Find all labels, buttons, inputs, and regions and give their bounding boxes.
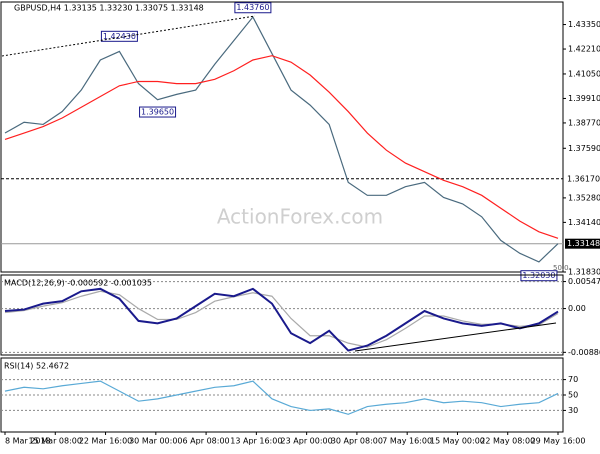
y-tick-label: 70 [568, 375, 578, 384]
y-tick-label: 1.31830 [568, 268, 600, 277]
annotation-box [520, 270, 558, 282]
level-label: 1.33148 [567, 239, 600, 248]
y-tick-label: 1.41050 [568, 69, 600, 78]
x-tick-label: 15 Mar 08:00 [29, 437, 82, 446]
annotation: 1.32030 [522, 271, 555, 280]
y-tick-label: 1.42210 [568, 45, 600, 54]
annotation: 1.43760 [236, 3, 269, 12]
x-tick-label: 8 Mar 2018 [5, 437, 51, 446]
panel-label: RSI(14) 52.4672 [4, 362, 69, 371]
y-tick-label: 0.00 [568, 304, 586, 313]
y-tick-label: -0.00886 [568, 348, 600, 357]
annotation-box [234, 2, 272, 14]
series-line [4, 287, 559, 352]
level-label-box [565, 238, 600, 249]
series-line [4, 15, 559, 263]
watermark: ActionForex.com [217, 205, 383, 229]
annotation: 1.42430 [103, 32, 136, 41]
x-tick-label: 6 Apr 08:00 [183, 437, 230, 446]
level-label: 1.36170 [567, 174, 600, 183]
y-tick-label: 1.38770 [568, 118, 600, 127]
x-tick-label: 30 Apr 08:00 [331, 437, 383, 446]
level-label-box [565, 173, 600, 184]
y-tick-label: 1.34140 [568, 218, 600, 227]
annotation-box [100, 30, 138, 42]
y-tick-label: 1.35280 [568, 193, 600, 202]
x-tick-label: 30 Mar 00:00 [129, 437, 182, 446]
x-tick-label: 23 Apr 00:00 [281, 437, 333, 446]
annotation-box [139, 106, 177, 118]
annotation: 1.39650 [141, 108, 174, 117]
x-tick-label: 7 May 16:00 [382, 437, 432, 446]
note: 50.0 [553, 264, 569, 272]
panel-frame [0, 274, 564, 356]
x-tick-label: 29 May 16:00 [531, 437, 586, 446]
panel-frame [0, 1, 564, 273]
series-line [4, 290, 559, 348]
y-tick-label: 1.43350 [568, 20, 600, 29]
x-tick-label: 22 Mar 16:00 [79, 437, 132, 446]
x-tick-label: 13 Apr 16:00 [230, 437, 282, 446]
x-tick-label: 15 May 00:00 [430, 437, 485, 446]
y-tick-label: 50 [568, 391, 578, 400]
panel-label: MACD(12,26,9) -0.000592 -0.001035 [4, 279, 152, 288]
series-line [4, 55, 559, 239]
series-line [4, 380, 559, 415]
x-tick-label: 22 May 08:00 [480, 437, 535, 446]
chart-title: GBPUSD,H4 1.33135 1.33230 1.33075 1.3314… [14, 4, 204, 13]
y-tick-label: 0.00547 [568, 277, 600, 286]
trend-line [1, 15, 256, 57]
y-tick-label: 1.37590 [568, 144, 600, 153]
y-tick-label: 30 [568, 406, 578, 415]
trend-line [354, 322, 557, 352]
y-tick-label: 1.39910 [568, 94, 600, 103]
